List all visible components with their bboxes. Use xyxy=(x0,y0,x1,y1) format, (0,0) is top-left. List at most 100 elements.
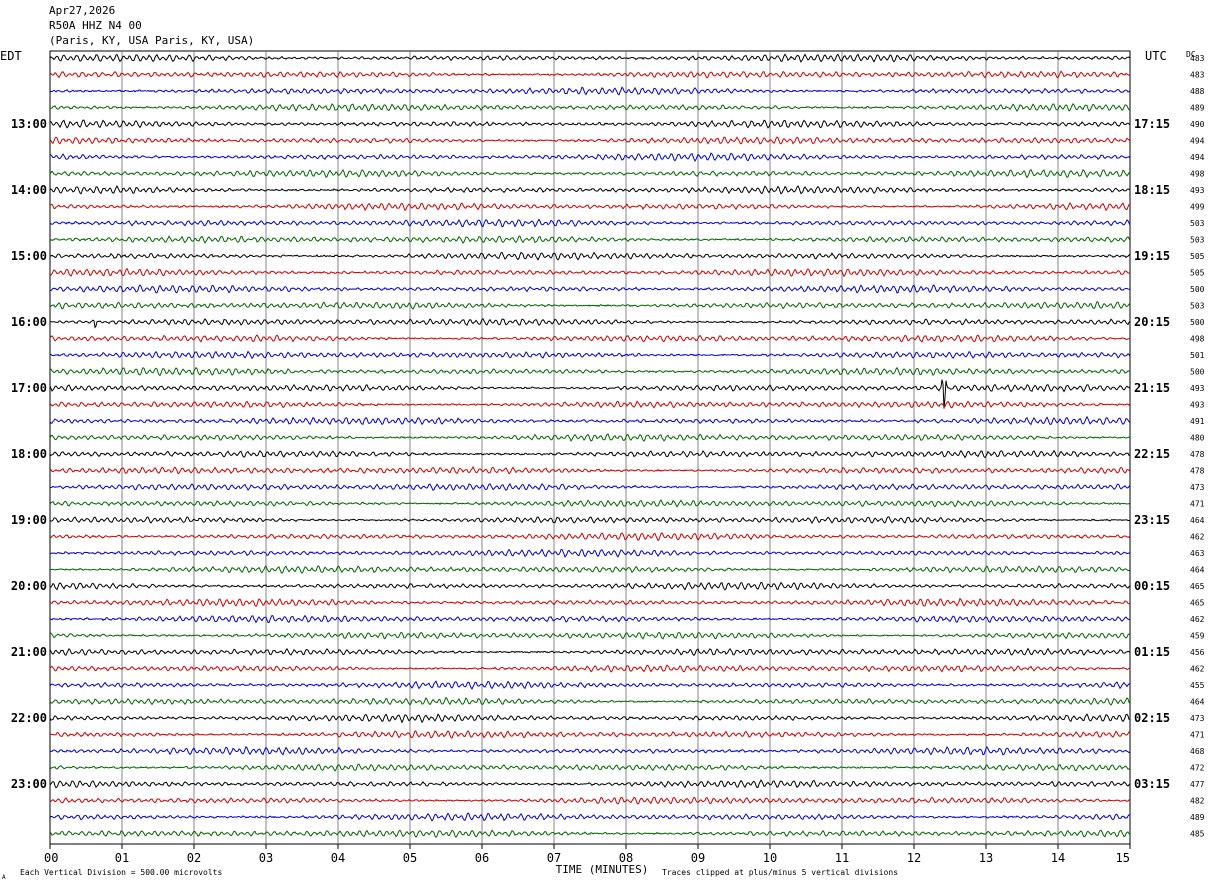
dc-offset-11: 503 xyxy=(1190,236,1205,245)
trace-3 xyxy=(49,102,1131,112)
trace-8 xyxy=(49,185,1131,195)
dc-offset-43: 472 xyxy=(1190,764,1205,773)
utc-hour-label-3: 20:15 xyxy=(1134,315,1170,329)
dc-offset-19: 500 xyxy=(1190,368,1205,377)
utc-hour-label-8: 01:15 xyxy=(1134,645,1170,659)
trace-0 xyxy=(49,53,1131,63)
trace-42 xyxy=(49,745,1131,756)
footer-clip-note: Traces clipped at plus/minus 5 vertical … xyxy=(662,868,898,877)
x-tick-label-07: 07 xyxy=(547,851,561,865)
edt-hour-label-0: 13:00 xyxy=(11,117,47,131)
trace-26 xyxy=(49,482,1131,491)
dc-offset-34: 462 xyxy=(1190,615,1205,624)
dc-offset-32: 465 xyxy=(1190,582,1205,591)
x-tick-label-12: 12 xyxy=(907,851,921,865)
dc-offset-45: 482 xyxy=(1190,797,1205,806)
trace-36 xyxy=(49,647,1131,657)
dc-offset-15: 503 xyxy=(1190,302,1205,311)
dc-offset-38: 455 xyxy=(1190,681,1205,690)
trace-35 xyxy=(49,631,1131,640)
dc-offset-30: 463 xyxy=(1190,549,1205,558)
trace-9 xyxy=(49,201,1131,212)
trace-5 xyxy=(49,136,1131,145)
utc-hour-label-4: 21:15 xyxy=(1134,381,1170,395)
dc-offset-1: 483 xyxy=(1190,71,1205,80)
dc-offset-5: 494 xyxy=(1190,137,1205,146)
dc-offset-35: 459 xyxy=(1190,632,1205,641)
dc-offset-13: 505 xyxy=(1190,269,1205,278)
dc-offset-4: 490 xyxy=(1190,120,1205,129)
trace-25 xyxy=(49,465,1131,475)
dc-offset-24: 478 xyxy=(1190,450,1205,459)
dc-offset-10: 503 xyxy=(1190,219,1205,228)
dc-offset-9: 499 xyxy=(1190,203,1205,212)
header-location: (Paris, KY, USA Paris, KY, USA) xyxy=(49,34,255,47)
dc-offset-33: 465 xyxy=(1190,599,1205,608)
utc-hour-label-5: 22:15 xyxy=(1134,447,1170,461)
trace-37 xyxy=(49,664,1131,673)
dc-offset-36: 456 xyxy=(1190,648,1205,657)
dc-offset-40: 473 xyxy=(1190,714,1205,723)
edt-hour-label-5: 18:00 xyxy=(11,447,47,461)
dc-offset-18: 501 xyxy=(1190,351,1205,360)
trace-16 xyxy=(49,318,1131,329)
trace-20 xyxy=(49,379,1131,409)
dc-offset-44: 477 xyxy=(1190,780,1205,789)
edt-hour-label-4: 17:00 xyxy=(11,381,47,395)
trace-33 xyxy=(49,597,1131,608)
x-tick-label-00: 00 xyxy=(44,851,58,865)
dc-offset-12: 505 xyxy=(1190,252,1205,261)
x-tick-label-13: 13 xyxy=(979,851,993,865)
x-tick-label-10: 10 xyxy=(763,851,777,865)
trace-11 xyxy=(49,235,1131,245)
footer-corner-mark: A xyxy=(2,874,6,881)
x-axis-title: TIME (MINUTES) xyxy=(556,863,649,876)
trace-38 xyxy=(49,680,1131,690)
dc-offset-29: 462 xyxy=(1190,533,1205,542)
x-tick-label-15: 15 xyxy=(1116,851,1130,865)
trace-15 xyxy=(49,301,1131,310)
footer-scale-note: Each Vertical Division = 500.00 microvol… xyxy=(20,868,222,877)
edt-hour-label-9: 22:00 xyxy=(11,711,47,725)
x-tick-label-14: 14 xyxy=(1051,851,1065,865)
x-tick-label-03: 03 xyxy=(259,851,273,865)
dc-label: DC xyxy=(1186,50,1196,59)
dc-offset-47: 485 xyxy=(1190,830,1205,839)
trace-19 xyxy=(49,366,1131,377)
dc-offset-22: 491 xyxy=(1190,417,1205,426)
trace-2 xyxy=(49,86,1131,96)
dc-offset-17: 498 xyxy=(1190,335,1205,344)
dc-offset-31: 464 xyxy=(1190,566,1205,575)
trace-22 xyxy=(49,415,1131,426)
dc-offset-0: 483 xyxy=(1190,54,1205,63)
x-tick-label-08: 08 xyxy=(619,851,633,865)
dc-offset-7: 498 xyxy=(1190,170,1205,179)
trace-4 xyxy=(49,119,1131,129)
utc-hour-label-6: 23:15 xyxy=(1134,513,1170,527)
edt-hour-label-2: 15:00 xyxy=(11,249,47,263)
utc-hour-label-7: 00:15 xyxy=(1134,579,1170,593)
trace-10 xyxy=(49,218,1131,228)
x-tick-label-05: 05 xyxy=(403,851,417,865)
trace-12 xyxy=(50,251,1131,261)
dc-offset-26: 473 xyxy=(1190,483,1205,492)
trace-30 xyxy=(49,548,1131,558)
trace-32 xyxy=(49,581,1131,591)
dc-offset-41: 471 xyxy=(1190,731,1205,740)
left-timezone-label: EDT xyxy=(0,49,22,63)
dc-offset-14: 500 xyxy=(1190,285,1205,294)
edt-hour-label-3: 16:00 xyxy=(11,315,47,329)
trace-34 xyxy=(49,614,1131,624)
plot-frame xyxy=(49,50,1131,845)
trace-6 xyxy=(49,152,1131,162)
trace-43 xyxy=(49,763,1131,772)
trace-7 xyxy=(49,168,1131,179)
trace-44 xyxy=(49,779,1131,789)
utc-hour-label-10: 03:15 xyxy=(1134,777,1170,791)
utc-hour-label-1: 18:15 xyxy=(1134,183,1170,197)
x-tick-label-11: 11 xyxy=(835,851,849,865)
trace-14 xyxy=(49,284,1131,294)
trace-47 xyxy=(49,829,1131,839)
x-tick-label-02: 02 xyxy=(187,851,201,865)
